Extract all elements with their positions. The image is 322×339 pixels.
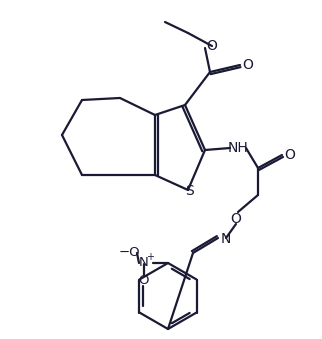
Text: O: O [242, 58, 253, 72]
Text: S: S [185, 184, 194, 198]
Text: O: O [285, 148, 296, 162]
Text: N: N [221, 232, 231, 246]
Text: N: N [139, 257, 149, 270]
Text: O: O [231, 212, 242, 226]
Text: O: O [206, 39, 217, 53]
Text: −O: −O [118, 245, 140, 259]
Text: NH: NH [228, 141, 248, 155]
Text: O: O [139, 274, 149, 286]
Text: +: + [146, 252, 154, 262]
